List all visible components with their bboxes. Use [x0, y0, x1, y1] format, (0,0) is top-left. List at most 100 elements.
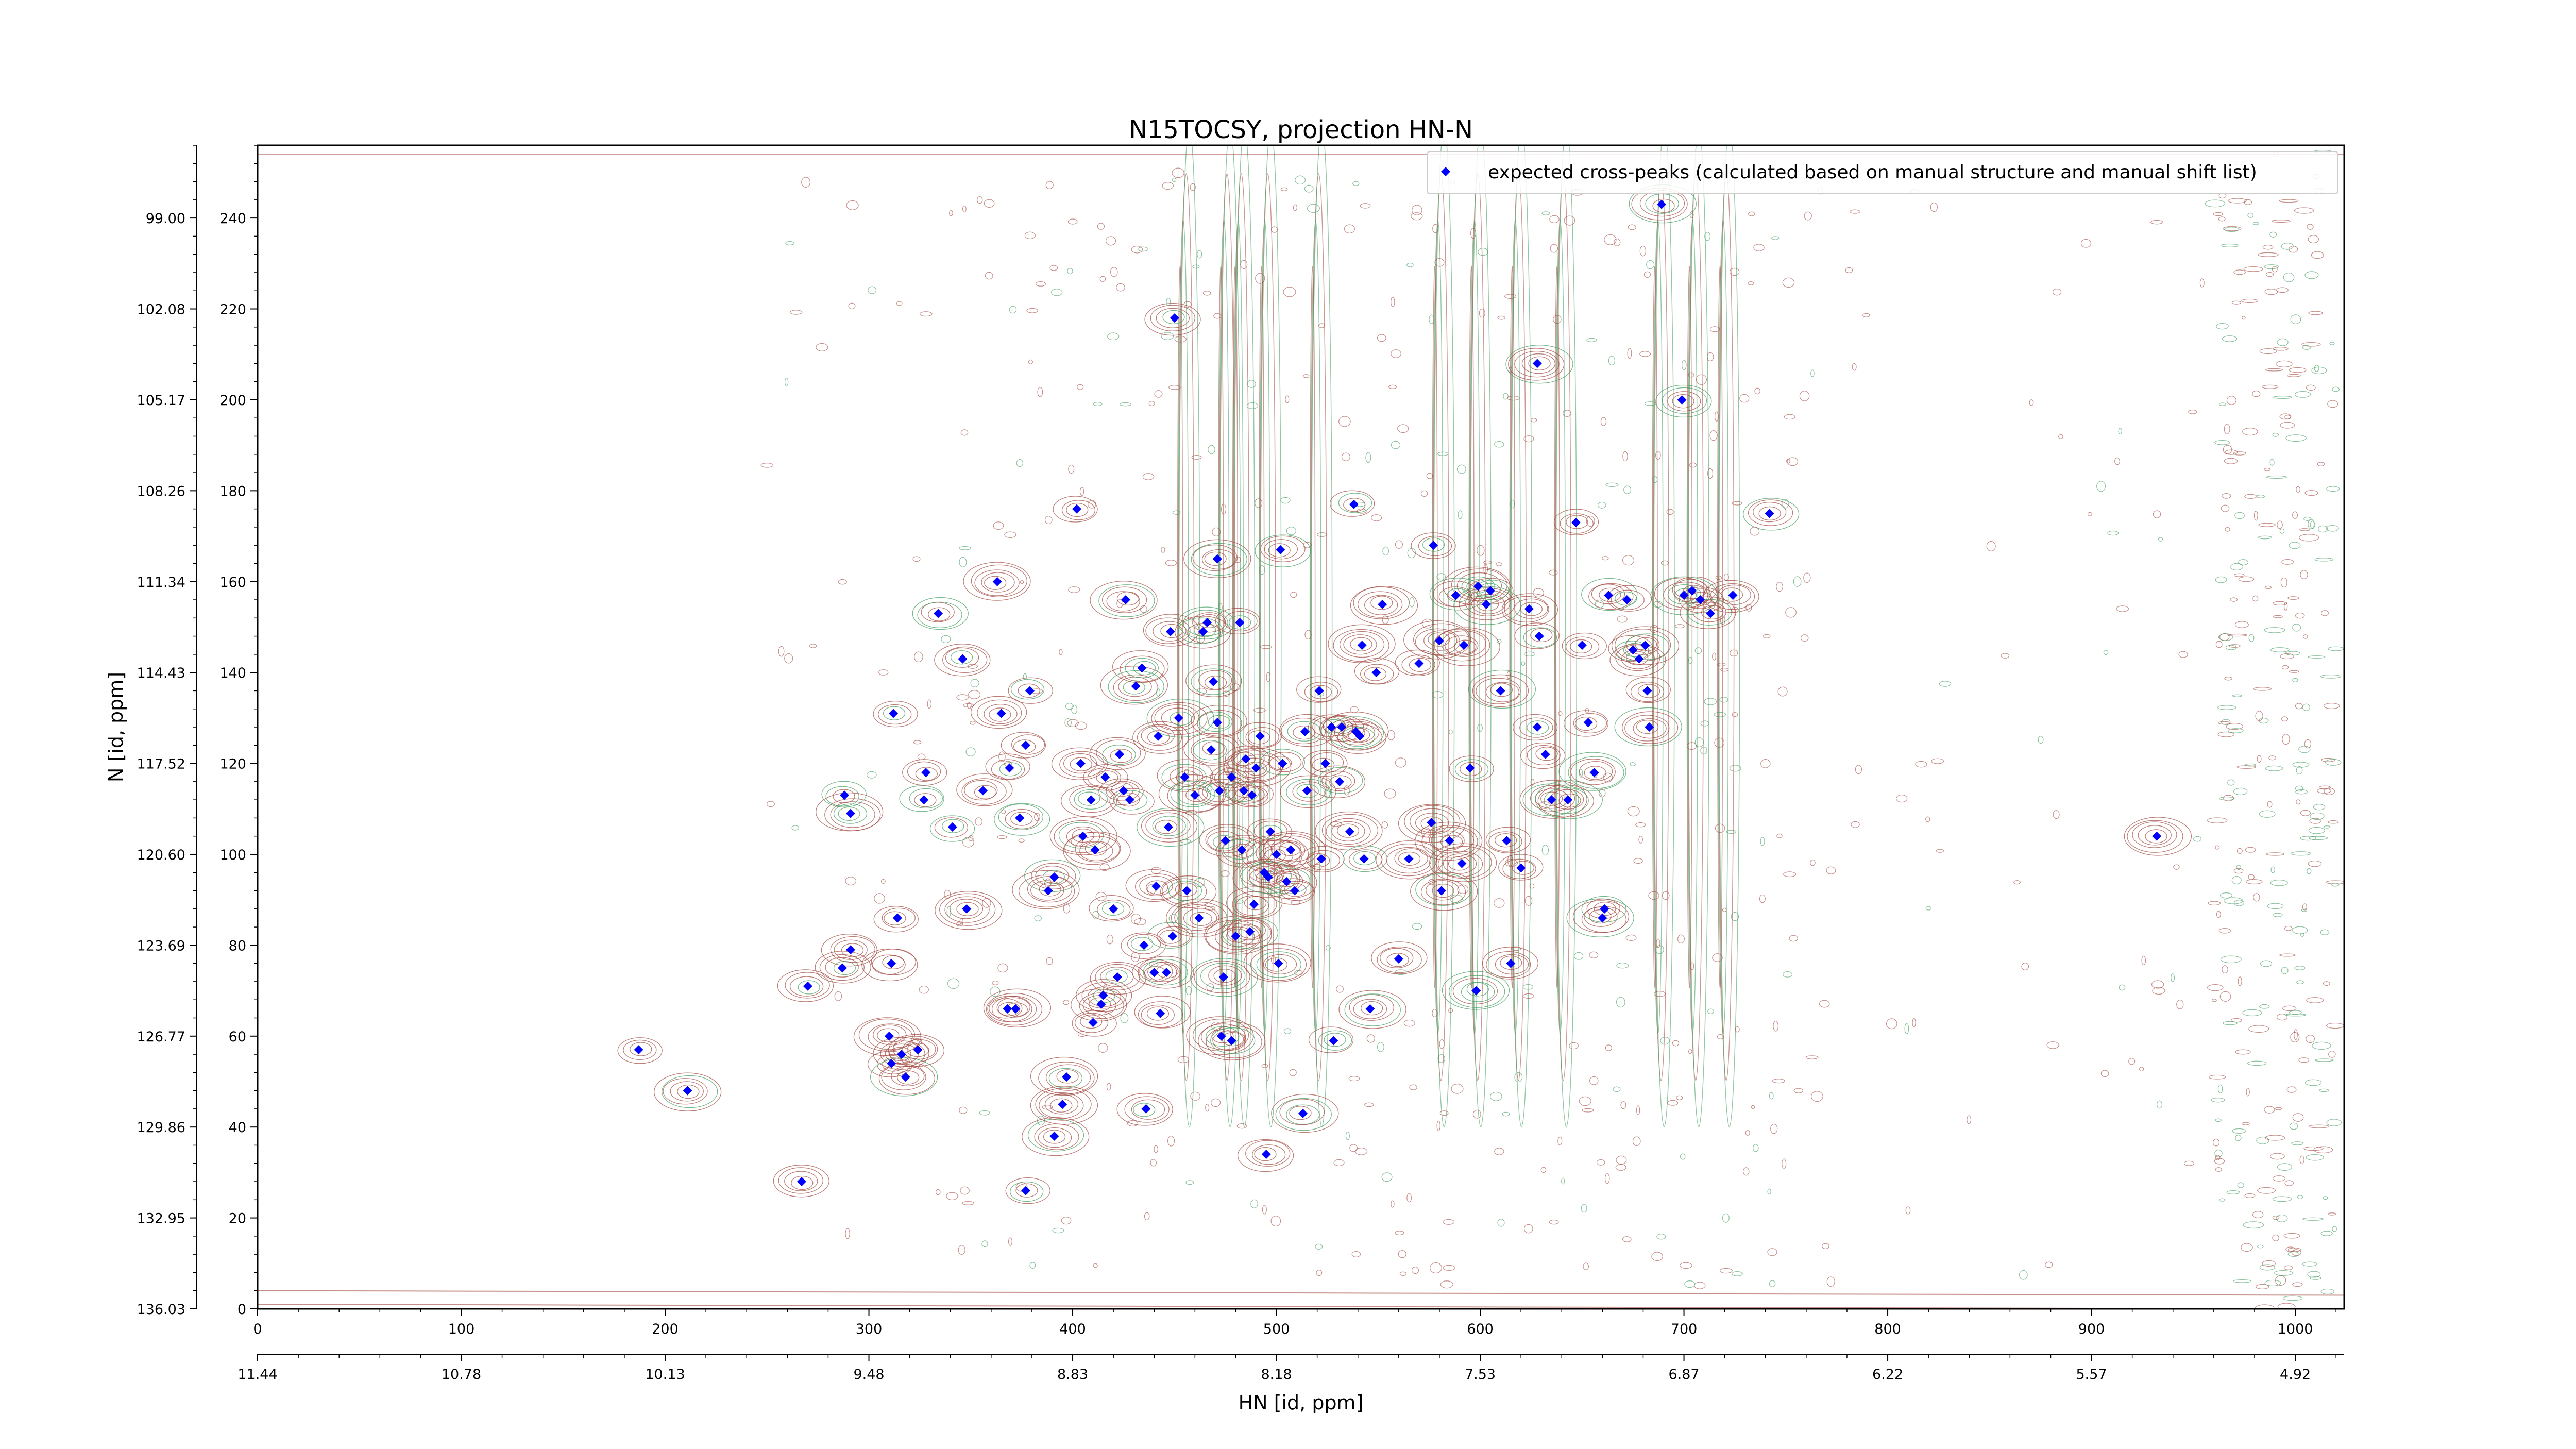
peak-point	[1165, 627, 1175, 636]
peak-point	[1589, 768, 1599, 778]
contour-noise	[985, 272, 993, 280]
peak-point	[1078, 831, 1088, 841]
contour-band	[2266, 475, 2287, 479]
contour-noise	[1333, 1159, 1345, 1167]
contour-ring	[1198, 670, 1232, 690]
contour-band	[2287, 1251, 2300, 1257]
peak-point	[1604, 591, 1614, 600]
contour-ring	[1239, 924, 1261, 939]
contour-ring	[1093, 988, 1115, 1003]
peak-point	[1125, 795, 1134, 805]
peak-point	[1540, 749, 1550, 759]
contour-noise	[2188, 409, 2197, 414]
y-ppm-tick-label: 126.77	[137, 1029, 185, 1045]
peak-point	[1167, 931, 1177, 941]
contour-noise	[1793, 1088, 1803, 1093]
contour-ring	[785, 972, 830, 999]
contour-ring	[1244, 762, 1267, 776]
contour-noise	[1436, 573, 1446, 581]
peak-point	[1043, 886, 1053, 896]
contour-band	[2269, 231, 2277, 238]
peak-point	[1728, 591, 1738, 600]
contour-noise	[1614, 238, 1621, 246]
contour-noise	[1421, 827, 1431, 838]
contour-band	[2272, 1196, 2292, 1202]
contour-noise	[2284, 414, 2291, 419]
contour-ring	[899, 785, 944, 812]
contour-noise	[1409, 597, 1415, 608]
contour-noise	[1803, 572, 1811, 583]
contour-band	[2282, 1295, 2303, 1301]
contour-noise	[1689, 462, 1697, 468]
contour-noise	[1709, 430, 1718, 441]
contour-noise	[1643, 271, 1651, 278]
contour-noise	[1224, 921, 1233, 930]
contour-noise	[1772, 1079, 1785, 1084]
contour-noise	[1753, 244, 1765, 251]
contour-noise	[1589, 951, 1599, 958]
contour-ring	[1206, 1026, 1240, 1047]
contour-noise	[1071, 836, 1083, 847]
contour-noise	[1106, 934, 1113, 945]
contour-ring	[1105, 969, 1128, 984]
contour-noise	[1720, 667, 1729, 672]
contour-noise	[1448, 729, 1453, 735]
contour-ring	[1280, 775, 1336, 808]
contour-band	[2304, 490, 2318, 496]
contour-band	[2252, 595, 2259, 602]
contour-noise	[1364, 1102, 1374, 1107]
peak-point	[1141, 1104, 1151, 1114]
contour-noise	[1479, 308, 1485, 318]
contour-noise	[791, 825, 799, 831]
contour-streak	[1555, 145, 1577, 1127]
contour-noise	[2233, 900, 2244, 906]
contour-ring	[1434, 629, 1490, 662]
contour-noise	[845, 1228, 850, 1239]
contour-band	[2214, 440, 2230, 445]
contour-ring	[909, 788, 943, 808]
contour-noise	[1212, 527, 1221, 537]
contour-ring	[1437, 851, 1483, 878]
peak-point	[1096, 1000, 1106, 1009]
contour-ring	[1087, 767, 1122, 788]
contour-noise	[2257, 755, 2262, 763]
contour-noise	[1719, 697, 1728, 703]
contour-noise	[1035, 281, 1046, 287]
contour-noise	[1247, 380, 1256, 388]
contour-noise	[1134, 918, 1146, 925]
contour-band	[2317, 525, 2328, 533]
contour-noise	[785, 241, 795, 246]
contour-ring	[1523, 627, 1557, 648]
contour-noise	[1406, 1193, 1412, 1203]
contour-noise	[1915, 761, 1927, 768]
contour-ring	[1690, 592, 1713, 606]
peak-point	[1118, 786, 1128, 796]
contour-noise	[1098, 1043, 1108, 1053]
contour-ring	[1426, 880, 1460, 901]
contour-noise	[2199, 278, 2205, 288]
peak-point	[1349, 499, 1359, 509]
contour-ring	[1170, 781, 1215, 807]
contour-noise	[2218, 928, 2231, 934]
contour-noise	[1782, 971, 1793, 978]
contour-noise	[1349, 1144, 1358, 1152]
contour-ring	[1243, 943, 1311, 983]
contour-ring	[1204, 551, 1227, 566]
contour-ring	[1418, 535, 1452, 557]
contour-noise	[1398, 1250, 1406, 1258]
contour-ring	[1183, 908, 1217, 929]
contour-noise	[1564, 215, 1575, 226]
contour-ring	[1421, 825, 1478, 858]
contour-band	[2306, 1154, 2324, 1161]
contour-noise	[1316, 532, 1328, 537]
contour-noise	[1001, 809, 1006, 814]
contour-noise	[1304, 630, 1312, 639]
contour-band	[2307, 868, 2312, 874]
contour-noise	[1558, 711, 1563, 716]
contour-ring	[1132, 721, 1189, 754]
contour-ring	[1200, 963, 1246, 989]
contour-ring	[1394, 848, 1428, 869]
contour-band	[2225, 527, 2230, 532]
contour-ring	[1162, 310, 1185, 325]
contour-band	[2267, 903, 2284, 909]
